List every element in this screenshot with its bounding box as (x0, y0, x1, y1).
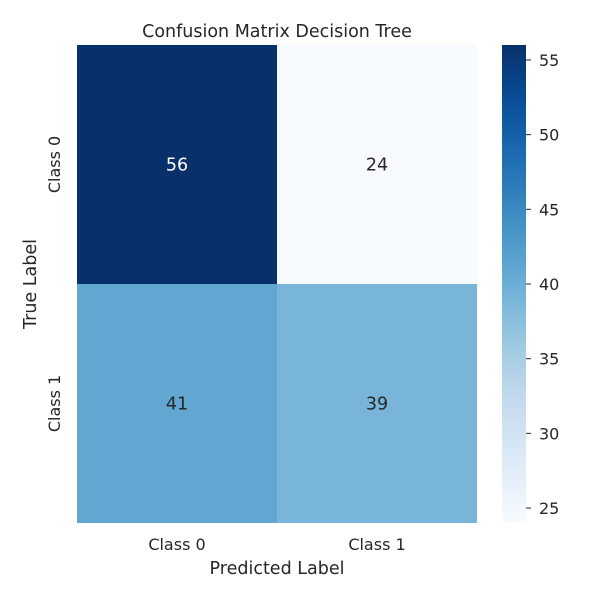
heatmap-cell (277, 45, 477, 284)
chart-title: Confusion Matrix Decision Tree (142, 22, 412, 42)
y-tick-label: Class 0 (45, 136, 64, 193)
x-axis-label: Predicted Label (210, 559, 345, 579)
y-tick-label: Class 1 (45, 375, 64, 432)
colorbar-tick-label: 25 (539, 499, 559, 518)
colorbar-tick-label: 30 (539, 424, 559, 443)
cell-value-label: 39 (366, 395, 388, 415)
colorbar-tick-label: 45 (539, 200, 559, 219)
colorbar-ticks: 25 30 35 40 45 50 55 (526, 51, 559, 518)
cell-value-label: 56 (166, 156, 188, 176)
heatmap-cell (277, 284, 477, 523)
heatmap-cell (77, 284, 277, 523)
colorbar-tick-label: 55 (539, 51, 559, 70)
x-tick-label: Class 1 (348, 535, 405, 554)
y-tick-labels: Class 0 Class 1 (45, 136, 64, 432)
cell-value-label: 24 (366, 156, 388, 176)
x-tick-labels: Class 0 Class 1 (148, 535, 405, 554)
colorbar (502, 45, 526, 523)
colorbar-tick-label: 35 (539, 350, 559, 369)
x-tick-label: Class 0 (148, 535, 205, 554)
heatmap-cell (77, 45, 277, 284)
colorbar-tick-label: 50 (539, 126, 559, 145)
heatmap-cells: 56 24 41 39 (77, 45, 477, 523)
cell-value-label: 41 (166, 395, 188, 415)
colorbar-tick-label: 40 (539, 275, 559, 294)
y-axis-label: True Label (21, 239, 41, 330)
